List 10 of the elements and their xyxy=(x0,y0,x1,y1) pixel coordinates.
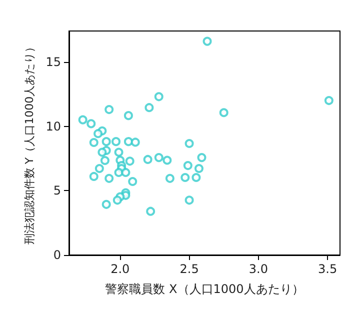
x-tick-label: 2.0 xyxy=(110,262,130,276)
y-tick-label: 10 xyxy=(46,119,61,134)
y-axis-title: 刑法犯認知件数 Y（人口1000人あたり） xyxy=(22,41,36,245)
x-axis-title: 警察職員数 X（人口1000人あたり） xyxy=(105,282,304,296)
x-tick-label: 3.5 xyxy=(318,262,338,276)
y-tick-label: 15 xyxy=(46,54,61,69)
x-tick-label: 2.5 xyxy=(180,262,199,276)
x-tick-label: 3.0 xyxy=(248,262,268,276)
y-tick-label: 0 xyxy=(53,248,61,262)
y-tick-label: 5 xyxy=(53,184,61,198)
